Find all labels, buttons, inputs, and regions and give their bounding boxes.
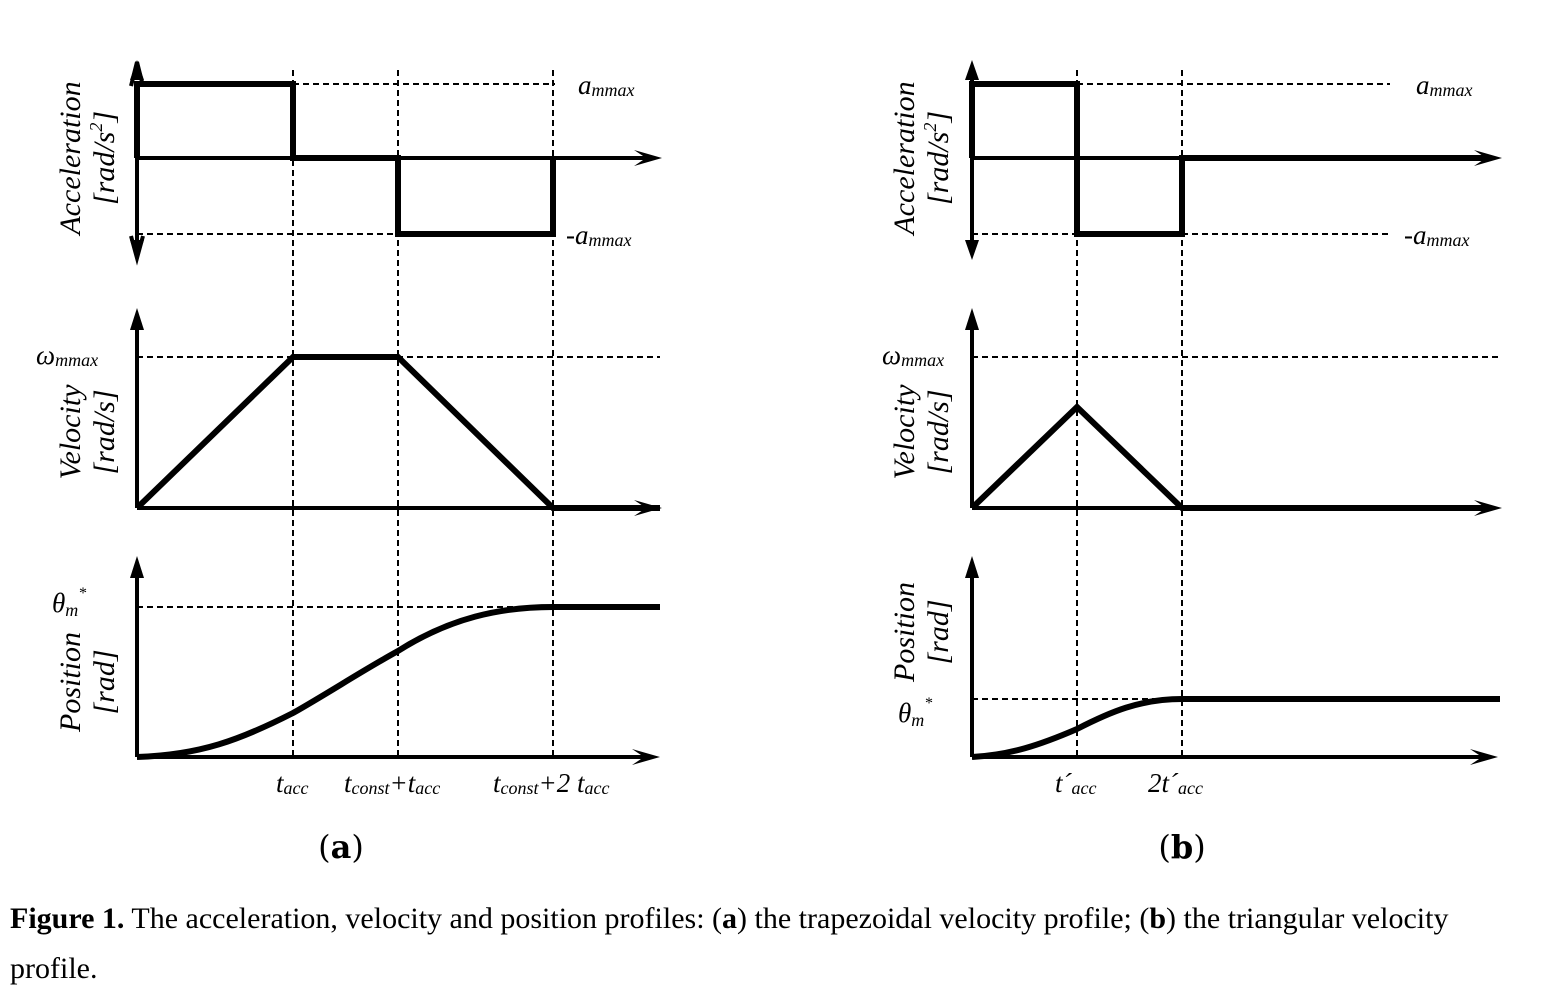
- svg-text:[rad]: [rad]: [88, 649, 121, 714]
- panel-b-guides: [972, 70, 1500, 760]
- panel-a-position-axes: [130, 556, 660, 765]
- panel-b-velocity-label: Velocity [rad/s]: [888, 384, 955, 480]
- svg-text:Acceleration: Acceleration: [888, 81, 921, 236]
- panel-b: Acceleration [rad/s2] Velocity [rad/s] P…: [882, 60, 1502, 866]
- panel-a-velocity-axes: [130, 308, 662, 516]
- panel-a-tag: (a): [318, 828, 364, 866]
- panel-a-acceleration-curve: [134, 81, 556, 237]
- panel-a-theta-label: θm*: [52, 585, 86, 620]
- panel-b-position-label: Position [rad]: [888, 582, 955, 683]
- svg-text:Position: Position: [54, 632, 87, 733]
- caption-ref-a: a: [722, 902, 738, 935]
- panel-b-tag: (b): [1158, 828, 1205, 866]
- panel-b-velocity-curve: [969, 402, 1490, 511]
- svg-text:[rad]: [rad]: [922, 599, 955, 664]
- panel-a-wmax-label: ωmmax: [36, 340, 98, 370]
- svg-text:[rad/s2]: [rad/s2]: [86, 111, 121, 205]
- svg-text:Velocity: Velocity: [54, 384, 87, 480]
- svg-text:[rad/s]: [rad/s]: [88, 389, 121, 474]
- figure-diagram: Acceleration [rad/s2] Velocity [rad/s] P…: [36, 60, 1502, 866]
- svg-text:Velocity: Velocity: [888, 384, 921, 480]
- panel-b-acceleration-label: Acceleration [rad/s2]: [888, 81, 955, 236]
- svg-text:Position: Position: [888, 582, 921, 683]
- panel-b-acceleration-curve: [969, 81, 1490, 237]
- panel-b-neg-amax-label: -ammax: [1404, 220, 1470, 250]
- figure-caption: Figure 1. The acceleration, velocity and…: [10, 894, 1535, 994]
- panel-b-amax-label: ammax: [1416, 70, 1473, 100]
- panel-a-tick-tconst-tacc: tconst+tacc: [344, 768, 440, 798]
- svg-text:Acceleration: Acceleration: [54, 81, 87, 236]
- panel-b-position-curve: [971, 696, 1500, 760]
- svg-text:[rad/s2]: [rad/s2]: [920, 111, 955, 205]
- panel-b-velocity-axes: [965, 308, 1502, 516]
- panel-a-position-curve: [136, 604, 660, 760]
- panel-a-neg-amax-label: -ammax: [566, 220, 632, 250]
- panel-b-theta-label: θm*: [898, 695, 932, 730]
- caption-label: Figure 1.: [10, 902, 125, 935]
- panel-a-amax-label: ammax: [578, 70, 635, 100]
- panel-a-tick-tconst-2tacc: tconst+2 tacc: [493, 768, 609, 798]
- panel-a-velocity-label: Velocity [rad/s]: [54, 384, 121, 480]
- panel-b-tick-tacc: t´acc: [1055, 768, 1096, 798]
- caption-text-2: ) the trapezoidal velocity profile; (: [737, 902, 1150, 935]
- panel-a-velocity-curve: [134, 354, 660, 511]
- caption-text-3: ) the triangular velocity profile.: [10, 902, 1449, 985]
- svg-text:[rad/s]: [rad/s]: [922, 389, 955, 474]
- panel-a-position-label: Position [rad]: [54, 632, 121, 733]
- panel-b-tick-2tacc: 2t´acc: [1148, 768, 1203, 798]
- panel-a-acceleration-label: Acceleration [rad/s2]: [54, 81, 121, 236]
- panel-a: Acceleration [rad/s2] Velocity [rad/s] P…: [36, 60, 662, 866]
- caption-text-1: The acceleration, velocity and position …: [124, 902, 723, 935]
- caption-ref-b: b: [1149, 902, 1167, 935]
- panel-a-tick-tacc: tacc: [276, 768, 309, 798]
- panel-b-position-axes: [965, 556, 1498, 765]
- panel-b-wmax-label: ωmmax: [882, 340, 944, 370]
